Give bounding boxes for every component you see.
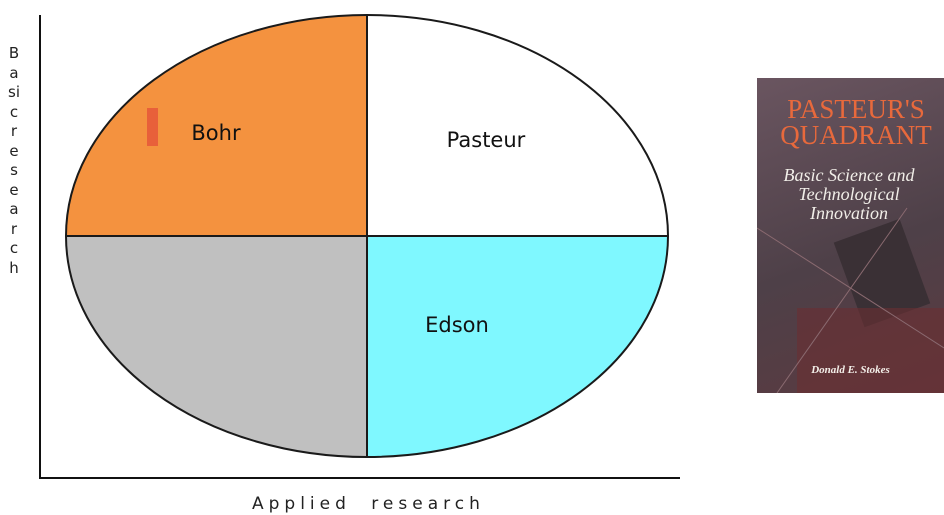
quadrant-pasteur [367,10,677,236]
book-subtitle: Basic Science and Technological Innovati… [761,166,937,223]
book-author: Donald E. Stokes [757,364,944,376]
book-title: PASTEUR'S QUADRANT [761,96,944,148]
y-axis-label: Basic research [8,44,20,278]
book-cover: PASTEUR'S QUADRANT Basic Science and Tec… [757,78,944,393]
quadrant-label: Bohr [191,121,241,145]
page: Bohr Pasteur Edson Basic research Applie… [0,0,944,515]
x-axis-label: Applied research [252,494,485,514]
quadrant-label: Pasteur [447,128,526,152]
quadrant-empty [60,236,367,462]
quadrant-edson [367,236,677,462]
quadrant-label: Edson [425,313,489,337]
bohr-mark [147,108,158,146]
